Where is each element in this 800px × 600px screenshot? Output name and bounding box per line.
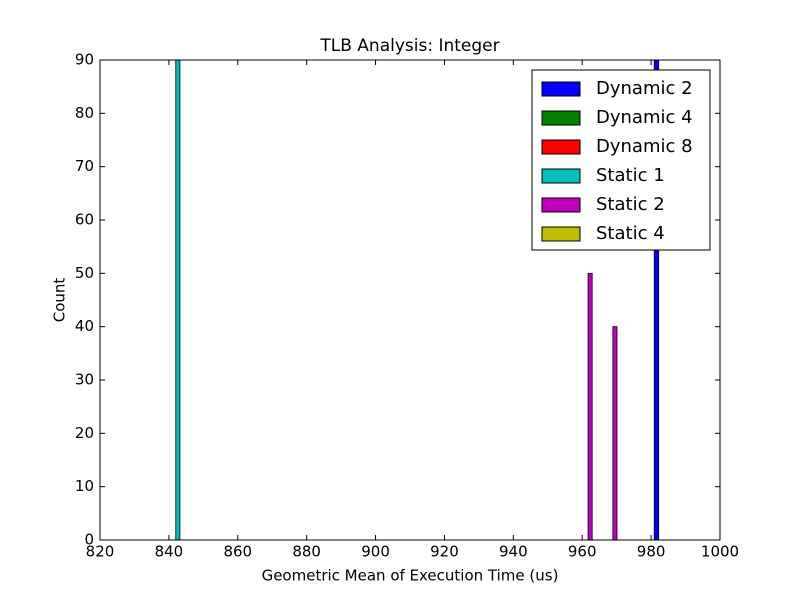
legend-label: Dynamic 2 [596, 78, 693, 99]
y-tick-label: 60 [75, 211, 94, 229]
legend-box [531, 69, 711, 251]
bar [612, 326, 618, 540]
legend-label: Static 1 [596, 165, 665, 186]
y-tick-label: 0 [84, 531, 94, 549]
legend-label: Static 4 [596, 223, 665, 244]
legend-swatch [541, 197, 581, 213]
x-tick-label: 880 [292, 543, 321, 561]
x-tick-label: 960 [568, 543, 597, 561]
x-tick-label: 920 [430, 543, 459, 561]
legend-swatch [541, 226, 581, 242]
x-tick-label: 1000 [701, 543, 739, 561]
legend-label: Dynamic 8 [596, 136, 693, 157]
x-tick-label: 940 [499, 543, 528, 561]
y-tick-label: 40 [75, 317, 94, 335]
x-axis-label: Geometric Mean of Execution Time (us) [262, 567, 559, 585]
bar [587, 272, 593, 540]
chart-title: TLB Analysis: Integer [319, 36, 499, 56]
legend-swatch [541, 110, 581, 126]
y-tick-label: 20 [75, 424, 94, 442]
legend-swatch [541, 139, 581, 155]
plot-frame [99, 59, 721, 541]
x-tick-label: 900 [361, 543, 390, 561]
legend-label: Dynamic 4 [596, 107, 693, 128]
x-tick-label: 860 [223, 543, 252, 561]
y-tick-label: 10 [75, 477, 94, 495]
legend-label: Static 2 [596, 194, 665, 215]
y-tick-label: 50 [75, 264, 94, 282]
legend-swatch [541, 81, 581, 97]
y-axis-label: Count [51, 278, 69, 323]
bar [175, 60, 181, 540]
y-tick-label: 90 [75, 51, 94, 69]
y-tick-label: 30 [75, 371, 94, 389]
legend-swatch [541, 168, 581, 184]
y-tick-label: 70 [75, 157, 94, 175]
y-tick-label: 80 [75, 104, 94, 122]
x-tick-label: 840 [155, 543, 184, 561]
x-tick-label: 980 [637, 543, 666, 561]
x-tick-label: 820 [86, 543, 115, 561]
